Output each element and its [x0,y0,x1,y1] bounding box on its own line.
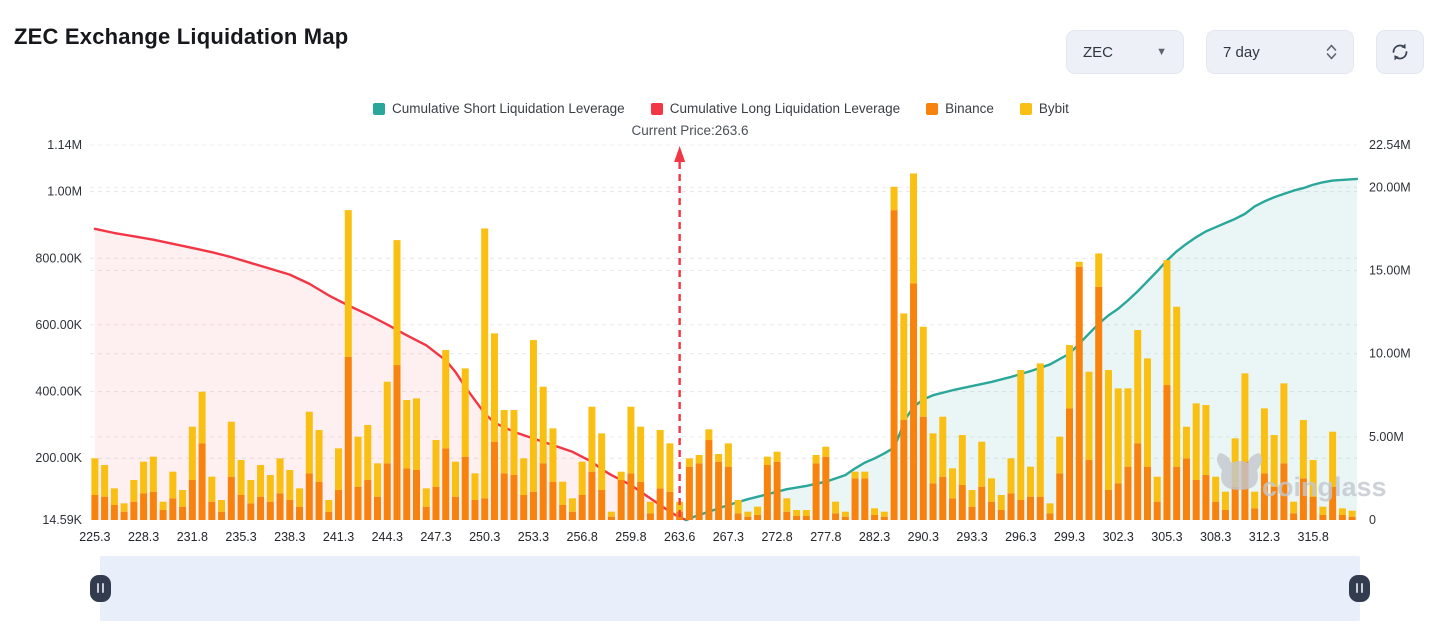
svg-text:308.3: 308.3 [1200,530,1231,544]
svg-text:259.8: 259.8 [615,530,646,544]
svg-text:200.00K: 200.00K [35,451,82,465]
svg-text:290.3: 290.3 [908,530,939,544]
svg-text:312.3: 312.3 [1249,530,1280,544]
page-title: ZEC Exchange Liquidation Map [14,24,349,49]
svg-text:238.3: 238.3 [274,530,305,544]
legend-label: Cumulative Long Liquidation Leverage [669,101,901,116]
color-swatch-long [650,102,663,115]
current-price-label: Current Price:263.6 [631,123,749,138]
legend-item-bybit[interactable]: Bybit [1019,101,1069,116]
legend-item-cumulative-short[interactable]: Cumulative Short Liquidation Leverage [373,101,625,116]
svg-text:20.00M: 20.00M [1369,180,1411,194]
svg-text:1.14M: 1.14M [47,138,82,152]
svg-text:256.8: 256.8 [567,530,598,544]
svg-text:14.59K: 14.59K [42,513,82,527]
legend: Cumulative Short Liquidation Leverage Cu… [0,101,1442,116]
svg-text:296.3: 296.3 [1005,530,1036,544]
svg-text:225.3: 225.3 [79,530,110,544]
right-axis-labels: 0 5.00M 10.00M 15.00M 20.00M 22.54M [1369,138,1411,527]
left-axis-labels: 14.59K 200.00K 400.00K 600.00K 800.00K 1.00M 1… [35,138,82,527]
caret-down-icon: ▼ [1156,46,1167,58]
x-axis-scrollbar[interactable] [90,556,1370,621]
svg-text:1.00M: 1.00M [47,185,82,199]
legend-item-cumulative-long[interactable]: Cumulative Long Liquidation Leverage [650,101,901,116]
svg-text:272.8: 272.8 [761,530,792,544]
svg-text:228.3: 228.3 [128,530,159,544]
header-controls: ZEC ▼ 7 day [1066,30,1424,74]
refresh-button[interactable] [1376,30,1424,74]
svg-text:302.3: 302.3 [1103,530,1134,544]
svg-text:299.3: 299.3 [1054,530,1085,544]
coin-select[interactable]: ZEC ▼ [1066,30,1184,74]
svg-text:293.3: 293.3 [956,530,987,544]
legend-label: Bybit [1038,101,1069,116]
svg-text:5.00M: 5.00M [1369,430,1404,444]
legend-item-binance[interactable]: Binance [926,101,994,116]
svg-text:15.00M: 15.00M [1369,263,1411,277]
svg-text:400.00K: 400.00K [35,385,82,399]
current-price-line [674,146,686,520]
svg-text:231.8: 231.8 [177,530,208,544]
scrollbar-right-handle[interactable] [1349,574,1370,602]
svg-text:800.00K: 800.00K [35,251,82,265]
range-select-value: 7 day [1223,43,1260,61]
svg-text:250.3: 250.3 [469,530,500,544]
color-swatch-bybit [1019,102,1032,115]
svg-text:315.8: 315.8 [1298,530,1329,544]
refresh-icon [1392,43,1408,61]
svg-text:600.00K: 600.00K [35,318,82,332]
color-swatch-binance [926,102,939,115]
color-swatch-short [373,102,386,115]
coinglass-watermark: coinglass [1216,453,1387,502]
legend-label: Cumulative Short Liquidation Leverage [392,101,625,116]
svg-text:253.3: 253.3 [518,530,549,544]
svg-text:263.6: 263.6 [664,530,695,544]
range-select[interactable]: 7 day [1206,30,1354,74]
pause-icon [102,583,104,593]
svg-text:282.3: 282.3 [859,530,890,544]
chevron-up-down-icon [1326,44,1337,60]
legend-label: Binance [945,101,994,116]
pause-icon [97,583,99,593]
svg-text:277.8: 277.8 [810,530,841,544]
scrollbar-left-handle[interactable] [90,574,111,602]
svg-text:22.54M: 22.54M [1369,138,1411,152]
svg-text:305.3: 305.3 [1151,530,1182,544]
svg-text:10.00M: 10.00M [1369,347,1411,361]
svg-text:247.3: 247.3 [420,530,451,544]
binance-bybit-bars[interactable] [91,173,1356,521]
svg-text:0: 0 [1369,513,1376,527]
svg-text:267.3: 267.3 [713,530,744,544]
x-axis-labels: 225.3 228.3 231.8 235.3 238.3 241.3 244.3 247.3… [79,530,1329,544]
svg-text:241.3: 241.3 [323,530,354,544]
pause-icon [1361,583,1363,593]
gridlines [90,144,1357,459]
svg-text:235.3: 235.3 [225,530,256,544]
pause-icon [1356,583,1358,593]
svg-text:coinglass: coinglass [1262,472,1387,502]
svg-text:244.3: 244.3 [372,530,403,544]
coin-select-value: ZEC [1083,43,1113,61]
